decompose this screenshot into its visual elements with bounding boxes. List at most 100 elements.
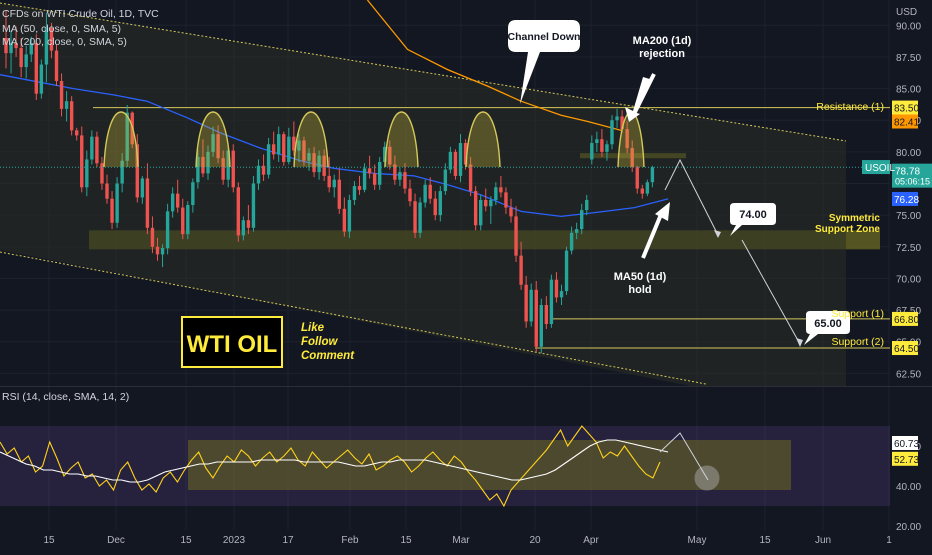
candle-body: [95, 136, 99, 164]
ma200-rejection-label-2: rejection: [639, 48, 685, 60]
candle-body: [347, 199, 352, 232]
candle-body: [176, 193, 180, 208]
candle-body: [494, 187, 498, 200]
candle-body: [216, 134, 220, 159]
ma50-legend[interactable]: MA (50, close, 0, SMA, 5): [2, 23, 122, 35]
candle-body: [261, 165, 266, 175]
candle-body: [448, 151, 453, 170]
candle-body: [287, 136, 291, 162]
candle-body: [423, 184, 427, 203]
candle-body: [534, 289, 538, 347]
target-callout-2: [804, 311, 850, 345]
top-arc: [385, 112, 418, 168]
candle-body: [322, 155, 326, 176]
projection-arrowhead: [714, 230, 721, 238]
candle-body: [544, 305, 549, 324]
candle-body: [489, 199, 493, 207]
candle-body: [362, 168, 367, 190]
candle-body: [211, 134, 215, 152]
ma200-legend[interactable]: MA (200, close, 0, SMA, 5): [2, 36, 127, 48]
candle-body: [645, 182, 650, 194]
candle-body: [231, 150, 235, 188]
candle-body: [473, 191, 478, 226]
candle-body: [514, 216, 518, 256]
candle-body: [85, 159, 89, 188]
candle-body: [115, 183, 119, 223]
candle-body: [160, 248, 165, 255]
candle-body: [191, 182, 195, 206]
rsi-projection-path: [659, 432, 709, 481]
candle-body: [383, 146, 387, 162]
candle-body: [367, 168, 372, 174]
price-axis-label: 75.00: [896, 211, 921, 222]
rsi-legend[interactable]: RSI (14, close, SMA, 14, 2): [2, 391, 130, 403]
candle-body: [499, 187, 503, 193]
wti-logo-text: WTI OIL: [187, 331, 278, 358]
candle-body: [428, 184, 432, 199]
ma200-tag: 82.41: [894, 117, 919, 128]
candle-body: [590, 143, 594, 160]
candle-body: [19, 48, 23, 68]
candle-body: [357, 186, 362, 190]
chart-title: CFDs on WTI Crude Oil, 1D, TVC: [2, 8, 159, 20]
candle-body: [519, 255, 523, 285]
candle-body: [468, 164, 473, 192]
resistance-label: Resistance (1): [816, 101, 884, 113]
candle-body: [302, 140, 306, 161]
candle-body: [140, 178, 145, 198]
time-axis-label: 15: [180, 535, 192, 546]
projection-path: [664, 158, 719, 236]
rsi-ma-line: [0, 439, 669, 483]
ma50-tag-bg: [892, 191, 918, 206]
time-axis-label: 15: [400, 535, 412, 546]
candle-body: [605, 144, 609, 152]
ma50-arrow-icon: [655, 202, 670, 221]
candle-body: [443, 169, 448, 192]
candle-body: [29, 43, 33, 55]
projection-path-2: [741, 239, 801, 345]
candle-body: [564, 250, 569, 292]
support2-label: Support (2): [831, 336, 884, 348]
candle-body: [64, 101, 69, 109]
candle-body: [509, 207, 513, 217]
candle-body: [504, 192, 508, 208]
candle-body: [75, 130, 79, 136]
channel-upper-line: [0, 2, 847, 142]
candle-body: [332, 179, 336, 188]
time-axis-label: May: [688, 535, 707, 546]
candle-body: [59, 80, 64, 109]
time-axis-label: 15: [43, 535, 55, 546]
ma50-arrow-shaft: [641, 211, 664, 259]
ma50-hold-label: MA50 (1d): [614, 271, 667, 283]
top-arc-outline: [195, 111, 231, 168]
target-2-label: 65.00: [814, 318, 842, 330]
candle-body: [559, 291, 564, 298]
price-axis-label: 70.00: [896, 274, 921, 285]
candle-body: [80, 135, 84, 188]
support1-tag-bg: [892, 311, 918, 326]
candle-body: [44, 27, 49, 65]
projection-arrowhead-2: [796, 338, 803, 347]
candle-body: [165, 211, 170, 249]
time-axis-label: Feb: [341, 535, 359, 546]
candle-body: [600, 139, 604, 152]
countdown-label: 05:06:15: [895, 177, 930, 187]
candle-body: [418, 202, 422, 233]
candle-body: [463, 143, 468, 165]
candle-body: [14, 43, 18, 49]
candle-body: [135, 144, 139, 198]
candle-body: [453, 151, 458, 176]
candle-body: [388, 146, 392, 165]
candle-body: [186, 205, 190, 235]
target-callout-1: [730, 203, 776, 236]
candle-body: [54, 50, 59, 81]
time-axis-label: 1: [886, 535, 892, 546]
channel-shade: [0, 3, 846, 386]
last-price-tag-bg: [892, 163, 932, 188]
candle-body: [625, 129, 629, 149]
support1-label: Support (1): [831, 308, 884, 320]
top-arc-outline: [103, 111, 139, 168]
candle-body: [610, 120, 614, 145]
ticker-label: USOIL: [865, 163, 895, 174]
